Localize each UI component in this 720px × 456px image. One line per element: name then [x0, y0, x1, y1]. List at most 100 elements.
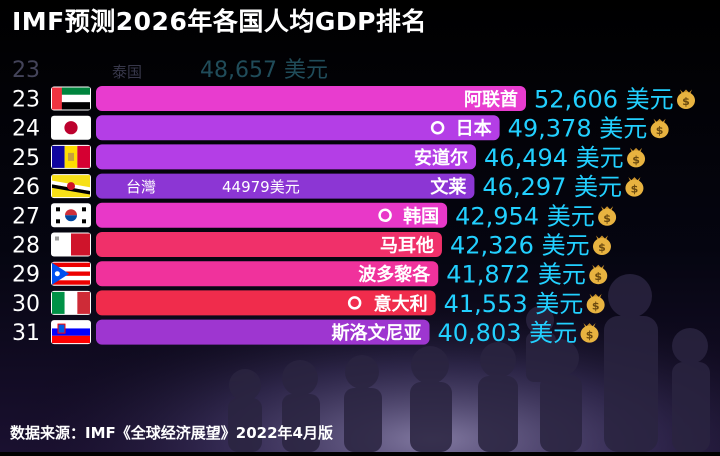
- money-bag-body: [650, 121, 669, 139]
- faded-label: 泰国: [112, 63, 142, 81]
- flag-part: [52, 87, 62, 110]
- money-bag-body: [589, 267, 608, 285]
- flag-part: [77, 291, 90, 314]
- circle-marker-icon: [347, 296, 362, 310]
- bar: [96, 144, 477, 170]
- rank-label: 24: [12, 117, 40, 142]
- rank-label: 29: [12, 263, 40, 288]
- bar-row: 30 意大利 41,553 美元 $: [12, 290, 605, 318]
- flag-part: [52, 321, 90, 329]
- faded-entry-layer: 23 泰国 48,657 美元: [12, 58, 328, 83]
- money-bag-body: [677, 92, 695, 109]
- category-label: 文莱: [430, 176, 466, 198]
- flag-part: [52, 262, 90, 268]
- bar: [96, 261, 439, 287]
- flag-part: [52, 271, 90, 276]
- japan-flag: [51, 115, 91, 140]
- page-title: IMF预测2026年各国人均GDP排名: [12, 7, 427, 36]
- bar: [96, 115, 500, 141]
- money-bag-symbol: $: [631, 183, 639, 196]
- malta-flag: [51, 232, 91, 257]
- flag-part: [52, 335, 90, 344]
- value-label: 49,378 美元: [508, 115, 648, 143]
- flag-part: [82, 207, 86, 212]
- uae-flag: [51, 86, 91, 111]
- bar: [96, 319, 430, 345]
- flag-part: [77, 145, 90, 168]
- flag-part: [54, 271, 60, 277]
- money-bag-body: [598, 208, 617, 226]
- money-bag-symbol: $: [656, 124, 664, 137]
- category-label: 安道尔: [414, 147, 468, 169]
- value-label: 42,954 美元: [455, 202, 595, 230]
- money-bag-icon: $: [650, 118, 669, 139]
- money-bag-symbol: $: [632, 153, 640, 166]
- flag-part: [65, 209, 77, 216]
- money-bag-icon: $: [592, 235, 611, 255]
- money-bag-body: [625, 179, 644, 197]
- rank-label: 25: [12, 146, 40, 171]
- crowd-silhouette: [228, 274, 710, 452]
- money-bag-icon: $: [598, 206, 617, 226]
- bar-row: 28 马耳他 42,326 美元 $: [12, 232, 611, 260]
- andorra-flag: [51, 144, 91, 169]
- bar: [96, 173, 475, 199]
- brunei-flag: [51, 174, 91, 199]
- flag-part: [56, 219, 60, 224]
- value-label: 41,553 美元: [444, 290, 584, 318]
- faded-value: 48,657 美元: [200, 58, 328, 83]
- category-label: 日本: [456, 118, 492, 140]
- flag-part: [64, 121, 78, 135]
- flag-part: [52, 262, 70, 285]
- money-bag-icon: $: [580, 323, 599, 343]
- bar-row: 25 安道尔 46,494 美元 $: [12, 144, 646, 172]
- money-bag-body: [580, 325, 599, 343]
- money-bag-icon: $: [589, 264, 608, 285]
- rank-label: 27: [12, 204, 40, 229]
- flag-part: [56, 207, 60, 212]
- faded-rank: 23: [12, 58, 40, 83]
- money-bag-body: [592, 238, 611, 255]
- rank-label: 31: [12, 321, 40, 346]
- flag-part: [65, 215, 77, 222]
- puerto-rico-flag: [51, 261, 91, 286]
- bar-row: 23 阿联酋 52,606 美元 $: [12, 86, 695, 114]
- value-label: 42,326 美元: [450, 232, 590, 260]
- money-bag-symbol: $: [603, 212, 611, 225]
- category-label: 阿联酋: [464, 89, 518, 111]
- flag-part: [52, 267, 90, 272]
- category-label: 斯洛文尼亚: [332, 322, 422, 344]
- category-label: 韩国: [403, 205, 439, 227]
- value-label: 46,494 美元: [484, 144, 624, 172]
- value-label: 40,803 美元: [438, 319, 578, 347]
- korea-flag: [51, 203, 91, 228]
- bar: [96, 232, 442, 257]
- slovenia-flag: [51, 320, 91, 345]
- annotation-label: 台灣: [126, 178, 156, 196]
- money-bag-icon: $: [627, 147, 646, 168]
- money-bag-icon: $: [586, 293, 605, 314]
- flag-part: [82, 219, 86, 224]
- value-label: 41,872 美元: [446, 261, 586, 289]
- italy-flag: [51, 290, 91, 315]
- value-label: 52,606 美元: [534, 86, 674, 114]
- flag-part: [68, 152, 74, 161]
- rank-label: 30: [12, 292, 40, 317]
- flag-part: [57, 323, 66, 334]
- bar: [96, 202, 448, 228]
- flag-part: [52, 87, 90, 95]
- bar: [96, 86, 526, 111]
- flag-part: [52, 233, 71, 256]
- circle-marker-icon: [378, 208, 392, 223]
- flag-part: [64, 291, 78, 314]
- bar-row: 24 日本 49,378 美元 $: [12, 115, 669, 143]
- flag-part: [67, 182, 75, 191]
- bar: [96, 290, 436, 316]
- bar-row: 29 波多黎各 41,872 美元 $: [12, 261, 608, 289]
- money-bag-symbol: $: [586, 329, 594, 342]
- rank-label: 26: [12, 175, 40, 200]
- money-bag-symbol: $: [598, 241, 606, 254]
- source-note: 数据来源：IMF《全球经济展望》2022年4月版: [10, 424, 333, 442]
